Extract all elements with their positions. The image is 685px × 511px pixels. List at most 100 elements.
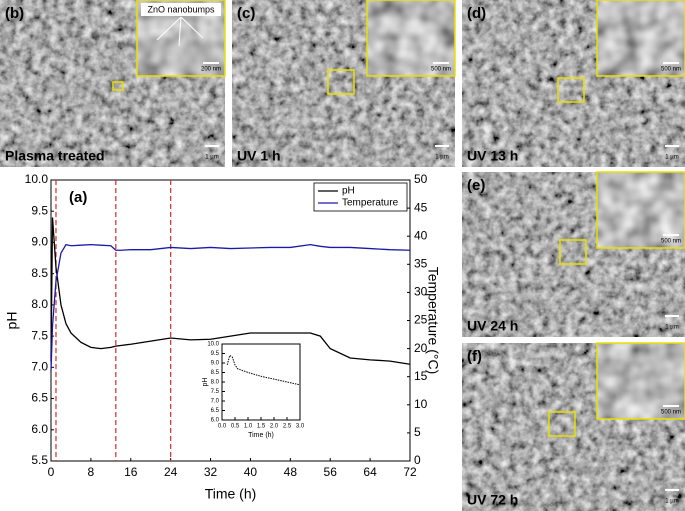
data-line	[226, 354, 301, 386]
y-axis-label: pH	[202, 378, 209, 387]
inset-scale-bar	[663, 234, 679, 236]
legend-label: Temperature	[342, 198, 399, 209]
panel-label: (f)	[467, 348, 482, 365]
y-tick-label: 9.0	[31, 235, 48, 249]
y-tick-label: 9.5	[31, 203, 48, 217]
scale-label: 1 µm	[665, 155, 678, 161]
note-bg	[141, 3, 221, 16]
x-axis-label: Time (h)	[248, 432, 274, 439]
panel-label: (e)	[467, 177, 485, 194]
x-tick-label: 56	[324, 465, 338, 479]
x-tick-label: 0	[48, 465, 55, 479]
zoom-box	[112, 81, 124, 91]
x-tick-label: 48	[284, 465, 298, 479]
x-tick-label: 3.0	[296, 424, 305, 430]
x-tick-label: 32	[204, 465, 218, 479]
inset-scale-bar	[663, 62, 679, 64]
x-tick-label: 8	[88, 465, 95, 479]
plot-area	[221, 343, 301, 421]
x-tick-label: 2.5	[283, 424, 292, 430]
x-tick-label: 1.0	[244, 424, 253, 430]
scale-label: 1 µm	[665, 499, 678, 505]
panel-label: (b)	[5, 5, 24, 22]
x-tick-label: 72	[403, 465, 417, 479]
scale-bar	[205, 145, 219, 147]
scale-bar	[665, 145, 679, 147]
y-tick-label: 7.5	[211, 389, 220, 395]
x-tick-label: 24	[164, 465, 178, 479]
y2-tick-label: 45	[414, 200, 428, 214]
panel-label: (a)	[69, 189, 87, 206]
scale-bar	[665, 489, 679, 491]
inset-scale-label: 500 nm	[661, 67, 681, 73]
arrow	[178, 16, 182, 47]
inset-border	[366, 0, 456, 77]
inset-scale-label: 500 nm	[431, 67, 451, 73]
y-tick-label: 6.0	[211, 418, 220, 424]
caption: UV 72 h	[467, 492, 518, 508]
zoom-box	[557, 77, 585, 103]
x-tick-label: 2.0	[270, 424, 279, 430]
inset-border	[596, 342, 685, 420]
y-tick-label: 5.5	[31, 453, 48, 467]
y-tick-label: 8.5	[211, 370, 220, 376]
y-tick-label: 8.0	[211, 380, 220, 386]
scale-label: 1 µm	[435, 155, 448, 161]
arrow	[156, 16, 182, 41]
y-tick-label: 9.5	[211, 351, 220, 357]
y-tick-label: 6.5	[211, 408, 220, 414]
y-tick-label: 8.5	[31, 266, 48, 280]
y2-tick-label: 20	[414, 341, 428, 355]
scale-bar	[435, 145, 449, 147]
data-line	[50, 243, 411, 372]
data-line	[50, 217, 411, 365]
inset-scale-label: 200 nm	[201, 67, 221, 73]
y-tick-label: 9.0	[211, 361, 220, 367]
y-tick-label: 6.5	[31, 391, 48, 405]
scale-label: 1 µm	[665, 325, 678, 331]
x-tick-label: 40	[244, 465, 258, 479]
y2-tick-label: 0	[414, 453, 421, 467]
y2-tick-label: 50	[414, 172, 428, 186]
inset-border	[596, 171, 685, 249]
y-tick-label: 6.0	[31, 422, 48, 436]
zoom-box	[559, 239, 587, 265]
legend-label: pH	[342, 186, 355, 197]
inset-image	[367, 0, 455, 76]
inset-scale-label: 500 nm	[661, 410, 681, 416]
caption: UV 1 h	[237, 148, 281, 164]
y2-axis-label: Temperature (°C)	[425, 267, 441, 375]
inset-image	[597, 172, 685, 248]
inset-image	[597, 343, 685, 419]
legend-box	[313, 182, 408, 212]
y2-tick-label: 5	[414, 425, 421, 439]
caption: UV 24 h	[467, 318, 518, 334]
y2-tick-label: 40	[414, 228, 428, 242]
panel-label: (d)	[467, 5, 486, 22]
inset-note: ZnO nanobumps	[147, 4, 215, 14]
y-tick-label: 7.0	[31, 360, 48, 374]
x-tick-label: 1.5	[257, 424, 266, 430]
zoom-box	[548, 411, 576, 437]
y2-tick-label: 15	[414, 369, 428, 383]
arrow	[180, 16, 204, 39]
panel-label: (c)	[237, 5, 255, 22]
zoom-box	[327, 69, 355, 95]
inset-border	[596, 0, 685, 77]
scale-bar	[665, 315, 679, 317]
inset-scale-label: 500 nm	[661, 239, 681, 245]
inset-image	[597, 0, 685, 76]
caption: Plasma treated	[5, 148, 105, 164]
y2-tick-label: 35	[414, 256, 428, 270]
x-axis-label: Time (h)	[205, 486, 257, 502]
x-tick-label: 0.0	[218, 424, 227, 430]
inset-border	[136, 0, 226, 77]
y2-tick-label: 30	[414, 285, 428, 299]
inset-scale-bar	[203, 62, 219, 64]
y-tick-label: 7.0	[211, 399, 220, 405]
caption: UV 13 h	[467, 148, 518, 164]
y2-tick-label: 10	[414, 397, 428, 411]
inset-scale-bar	[433, 62, 449, 64]
x-tick-label: 64	[363, 465, 377, 479]
